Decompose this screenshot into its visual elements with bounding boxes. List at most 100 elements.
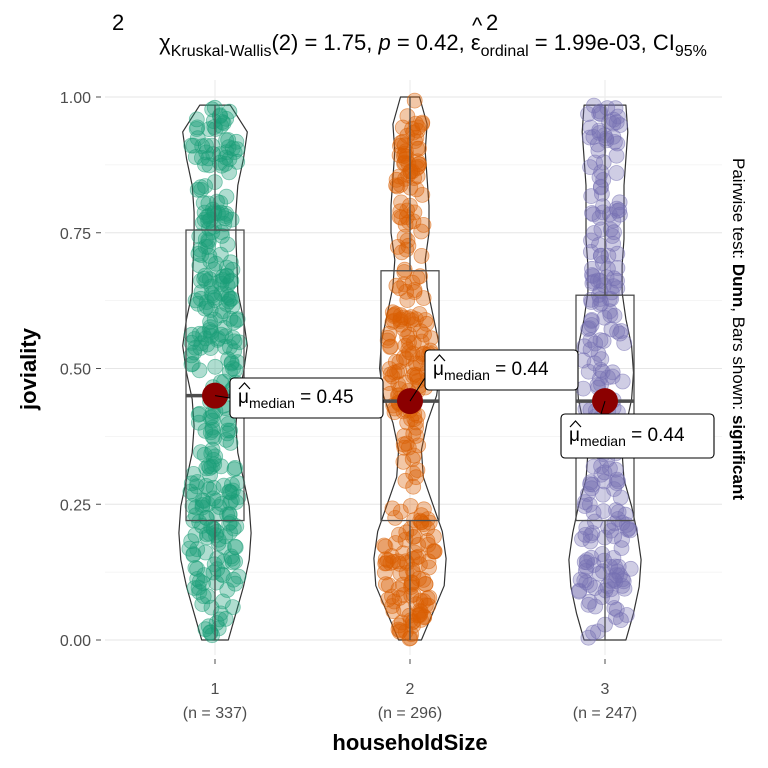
point-group-2 — [381, 361, 398, 377]
point-group-3 — [606, 224, 622, 241]
point-group-3 — [606, 528, 623, 545]
point-group-2 — [390, 376, 407, 393]
point-group-3 — [606, 307, 623, 324]
point-group-1 — [212, 246, 229, 263]
x-tick-label: 3 — [601, 681, 610, 698]
point-group-2 — [412, 268, 429, 285]
chart-title: χKruskal-Wallis(2) = 1.75, p = 0.42, εor… — [159, 30, 707, 60]
point-group-2 — [405, 478, 422, 495]
point-group-1 — [191, 257, 208, 274]
x-tick-label: 2 — [406, 681, 415, 698]
point-group-1 — [203, 458, 220, 475]
point-group-1 — [226, 461, 243, 478]
point-group-3 — [582, 341, 599, 358]
point-group-2 — [400, 439, 417, 456]
point-group-2 — [408, 427, 425, 444]
point-group-3 — [576, 498, 593, 514]
point-group-2 — [377, 538, 394, 555]
point-group-3 — [608, 601, 625, 618]
point-group-3 — [609, 260, 626, 276]
point-group-1 — [193, 181, 210, 198]
point-group-2 — [384, 598, 401, 614]
point-group-1 — [202, 313, 219, 330]
point-group-1 — [203, 285, 220, 302]
point-group-1 — [206, 311, 223, 328]
pairwise-shown: significant — [729, 415, 748, 500]
point-group-2 — [421, 589, 438, 606]
point-group-2 — [403, 587, 420, 604]
point-group-1 — [215, 268, 231, 285]
point-group-1 — [194, 138, 211, 155]
median-label-box-2 — [424, 349, 579, 391]
point-group-2 — [403, 309, 420, 326]
point-group-1 — [192, 444, 209, 461]
axes: 0.00 0.25 0.50 0.75 1.00 1 (n = 337) 2 (n = 296)… — [60, 90, 637, 722]
point-group-2 — [397, 472, 414, 489]
point-group-2 — [398, 524, 415, 541]
y-tick-label: 0.25 — [60, 497, 91, 514]
title-stat-symbol: χ — [159, 30, 171, 55]
point-group-2 — [377, 555, 394, 572]
point-group-1 — [200, 213, 217, 230]
point-group-1 — [183, 347, 200, 364]
point-group-1 — [219, 422, 236, 439]
title-stat-sub: Kruskal-Wallis — [171, 43, 272, 60]
point-group-1 — [194, 499, 211, 516]
y-tick-label: 0.00 — [60, 633, 91, 650]
point-group-1 — [216, 215, 233, 232]
point-group-3 — [606, 600, 623, 616]
point-group-2 — [387, 535, 404, 551]
median-hat-2 — [433, 354, 446, 362]
point-group-1 — [218, 188, 235, 205]
y-tick-label: 1.00 — [60, 90, 91, 107]
point-group-1 — [215, 538, 232, 555]
point-group-3 — [586, 513, 603, 530]
point-group-2 — [393, 244, 410, 261]
point-group-1 — [195, 588, 212, 605]
point-group-2 — [382, 339, 398, 355]
pairwise-subtitle: Pairwise test: Dunn, Bars shown: signifi… — [729, 158, 748, 500]
point-group-1 — [202, 340, 219, 357]
point-group-2 — [389, 553, 406, 570]
point-group-3 — [580, 106, 596, 122]
point-group-1 — [209, 193, 225, 210]
point-group-1 — [200, 233, 217, 250]
median-label-text-3: μmedian = 0.44 — [569, 425, 685, 449]
point-group-1 — [225, 571, 242, 588]
point-group-1 — [183, 356, 200, 373]
point-group-3 — [612, 325, 628, 342]
y-tick-label: 0.75 — [60, 226, 91, 243]
point-group-3 — [600, 369, 616, 386]
median-label-box-1 — [229, 377, 384, 419]
point-group-2 — [396, 439, 413, 456]
median-hat-1 — [238, 382, 251, 390]
point-group-2 — [413, 247, 430, 264]
point-group-1 — [193, 247, 210, 264]
point-group-2 — [414, 186, 431, 203]
point-group-2 — [395, 147, 412, 164]
point-group-1 — [222, 434, 239, 451]
title-effect-value: = 1.99e-03, CI — [529, 30, 675, 55]
title-ci-sub: 95% — [675, 43, 707, 60]
point-group-1 — [217, 155, 234, 172]
point-group-2 — [406, 92, 423, 109]
point-group-1 — [220, 351, 237, 368]
point-group-3 — [608, 502, 624, 519]
point-group-3 — [618, 607, 635, 623]
point-group-3 — [611, 202, 628, 219]
box-group-1 — [185, 229, 245, 522]
point-group-1 — [191, 584, 208, 600]
point-group-3 — [591, 565, 608, 582]
point-group-1 — [204, 627, 221, 644]
point-group-1 — [222, 310, 239, 327]
point-group-2 — [396, 321, 412, 338]
point-group-1 — [183, 334, 200, 351]
point-group-1 — [188, 121, 205, 137]
point-group-2 — [393, 194, 410, 211]
point-group-2 — [399, 328, 416, 345]
title-effect-symbol: ε — [471, 30, 481, 55]
title-stat-value: = 1.75, — [298, 30, 378, 55]
point-group-1 — [205, 490, 222, 507]
point-group-2 — [384, 588, 400, 605]
median-label-connector-1 — [214, 395, 231, 399]
